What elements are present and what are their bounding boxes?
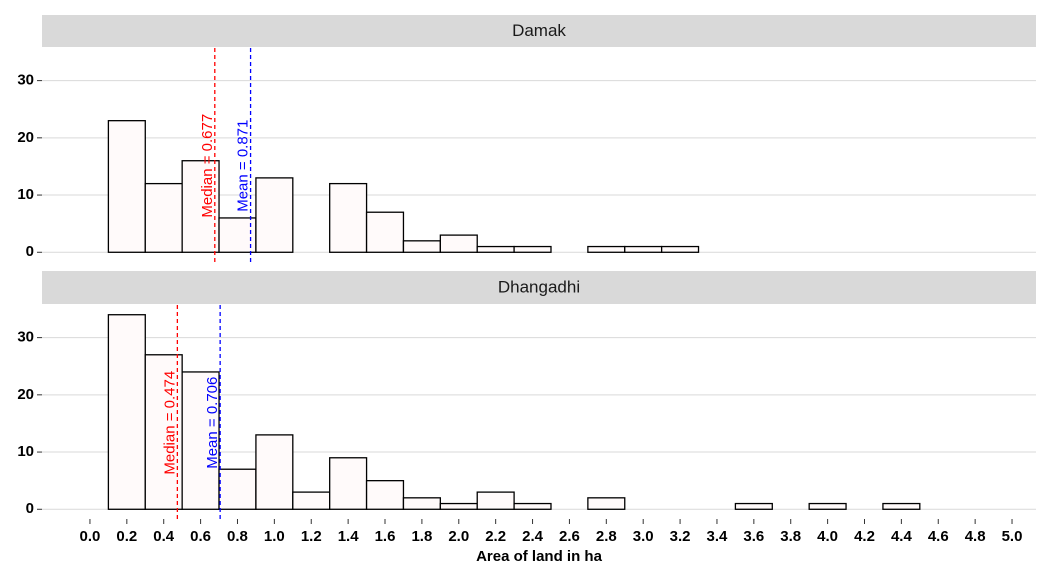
bar — [808, 502, 847, 510]
bar — [329, 457, 368, 510]
bar — [107, 314, 146, 510]
bar — [365, 211, 405, 253]
bar — [181, 371, 220, 510]
strip-title: Damak — [512, 21, 566, 40]
x-tick-label: 4.2 — [854, 528, 875, 545]
bar — [255, 177, 294, 253]
y-tick-label: 20 — [17, 129, 34, 146]
x-tick-label: 2.8 — [596, 528, 617, 545]
x-tick-label: 0.8 — [227, 528, 248, 545]
bar — [107, 120, 146, 253]
x-tick-label: 3.0 — [633, 528, 654, 545]
bar — [402, 240, 441, 253]
bar — [181, 160, 220, 253]
y-tick-label: 30 — [17, 72, 34, 89]
bar — [439, 502, 478, 510]
bar — [624, 245, 663, 253]
x-tick-label: 3.2 — [670, 528, 691, 545]
x-tick-label: 3.4 — [707, 528, 729, 545]
x-tick-label: 5.0 — [1002, 528, 1023, 545]
x-tick-label: 4.4 — [891, 528, 913, 545]
reference-label: Mean = 0.706 — [204, 377, 221, 469]
bar — [476, 245, 515, 253]
bar — [513, 502, 552, 510]
y-tick-label: 30 — [17, 329, 34, 346]
bar — [218, 217, 257, 253]
strip — [42, 15, 1036, 47]
strip-title: Dhangadhi — [498, 277, 580, 296]
reference-label: Mean = 0.871 — [235, 120, 252, 212]
y-tick-label: 0 — [26, 500, 34, 517]
x-tick-label: 0.0 — [80, 528, 101, 545]
bar — [402, 497, 441, 510]
x-tick-label: 0.4 — [153, 528, 175, 545]
y-tick-label: 20 — [17, 386, 34, 403]
x-tick-label: 0.6 — [190, 528, 211, 545]
bar — [587, 497, 626, 510]
x-tick-label: 2.2 — [485, 528, 506, 545]
x-tick-label: 1.6 — [375, 528, 396, 545]
strip — [42, 271, 1036, 304]
x-tick-label: 2.6 — [559, 528, 580, 545]
x-tick-label: 2.0 — [448, 528, 469, 545]
bar — [882, 502, 921, 510]
reference-label: Median = 0.474 — [161, 371, 178, 475]
y-tick-label: 0 — [26, 243, 34, 260]
bar — [660, 245, 700, 253]
x-tick-label: 4.6 — [928, 528, 949, 545]
x-tick-label: 4.8 — [965, 528, 986, 545]
x-tick-label: 4.0 — [817, 528, 838, 545]
reference-label: Median = 0.677 — [199, 114, 216, 218]
y-tick-label: 10 — [17, 443, 34, 460]
x-tick-label: 0.2 — [116, 528, 137, 545]
bar — [734, 502, 773, 510]
bar — [476, 491, 515, 510]
bar — [365, 480, 405, 510]
x-tick-label: 3.6 — [743, 528, 764, 545]
x-tick-label: 1.2 — [301, 528, 322, 545]
bar — [144, 354, 183, 510]
bar — [292, 491, 331, 510]
x-tick-label: 1.8 — [411, 528, 432, 545]
x-axis-label: Area of land in ha — [476, 548, 603, 565]
x-tick-label: 1.0 — [264, 528, 285, 545]
bar — [329, 182, 368, 253]
x-tick-label: 1.4 — [338, 528, 360, 545]
bar — [587, 245, 626, 253]
y-tick-label: 10 — [17, 186, 34, 203]
bar — [513, 245, 552, 253]
bar — [218, 468, 257, 510]
x-tick-label: 3.8 — [780, 528, 801, 545]
x-tick-label: 2.4 — [522, 528, 544, 545]
bar — [255, 434, 294, 510]
bar — [439, 234, 478, 253]
bar — [144, 182, 183, 253]
